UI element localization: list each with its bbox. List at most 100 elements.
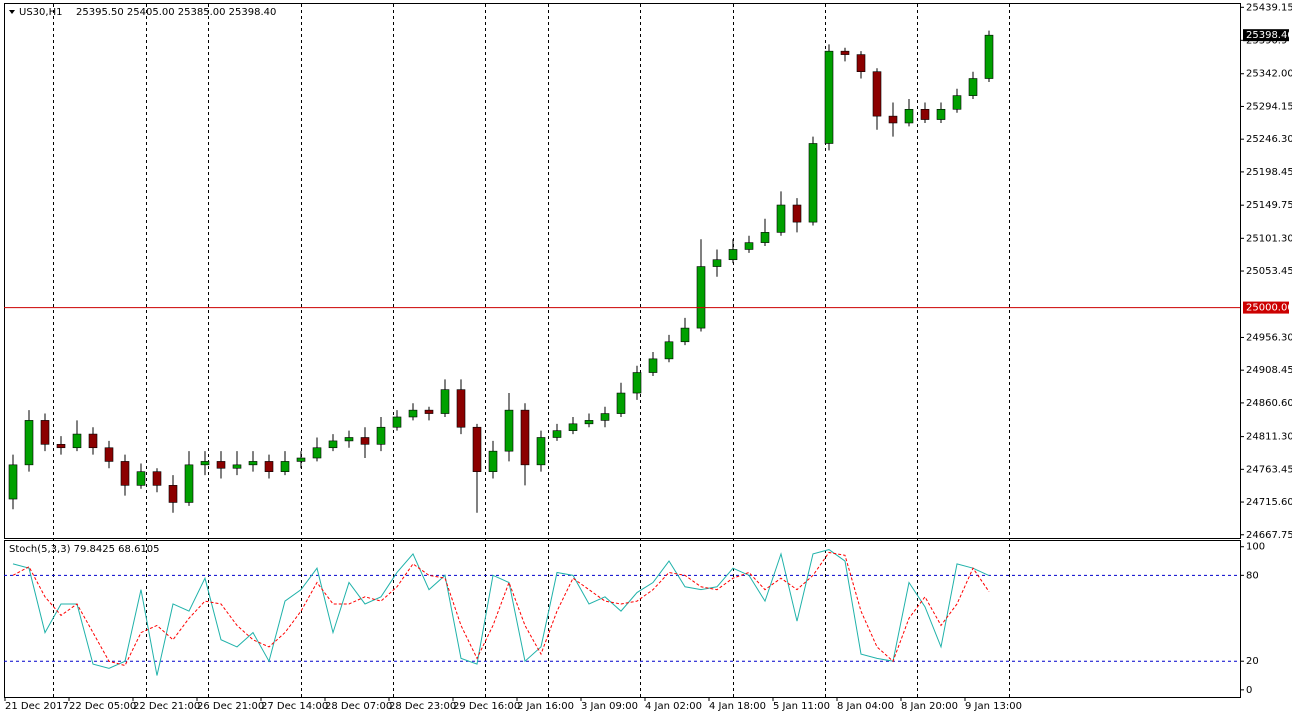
x-tick-label: 9 Jan 13:00 <box>965 701 1022 712</box>
candle-body <box>600 413 610 421</box>
candle-body <box>504 409 514 452</box>
y-tick-label: 24811.30 <box>1246 432 1292 443</box>
candle-body <box>888 115 898 124</box>
y-tick-label: 25246.30 <box>1246 134 1292 145</box>
candle-body <box>168 485 178 503</box>
candle-body <box>440 389 450 414</box>
x-tick-label: 21 Dec 2017 <box>5 701 69 712</box>
candle-body <box>696 266 706 329</box>
x-tick-label: 22 Dec 21:00 <box>133 701 200 712</box>
x-tick-label: 3 Jan 09:00 <box>581 701 638 712</box>
x-tick-label: 28 Dec 07:00 <box>325 701 392 712</box>
candle-body <box>488 450 498 472</box>
x-tick-label: 5 Jan 11:00 <box>773 701 830 712</box>
candle-body <box>392 416 402 428</box>
candle-body <box>728 249 738 261</box>
candle-body <box>296 457 306 462</box>
candle-body <box>536 437 546 466</box>
y-tick-label: 24956.30 <box>1246 332 1292 343</box>
candle-body <box>552 430 562 438</box>
stoch-panel <box>4 540 1241 698</box>
candle-body <box>680 327 690 343</box>
candle-body <box>120 461 130 486</box>
y-tick-label: 0 <box>1246 685 1252 696</box>
x-tick-label: 28 Dec 23:00 <box>389 701 456 712</box>
y-tick-label: 24667.75 <box>1246 530 1292 541</box>
candle-body <box>792 204 802 223</box>
x-tick-label: 4 Jan 18:00 <box>709 701 766 712</box>
candle-body <box>8 464 18 500</box>
y-tick-label: 24715.60 <box>1246 497 1292 508</box>
candle-body <box>472 426 482 472</box>
candle-body <box>264 461 274 472</box>
candle-body <box>824 50 834 144</box>
candle-body <box>968 78 978 96</box>
candle-body <box>200 461 210 466</box>
candle-body <box>184 464 194 503</box>
candle-body <box>152 471 162 486</box>
x-tick-label: 2 Jan 16:00 <box>517 701 574 712</box>
chart-title: US30,H1 <box>19 7 62 18</box>
candle-body <box>24 420 34 466</box>
vertical-grid <box>53 4 1010 697</box>
y-tick-label: 24763.45 <box>1246 464 1292 475</box>
y-tick-label: 24860.60 <box>1246 398 1292 409</box>
x-tick-label: 8 Jan 04:00 <box>837 701 894 712</box>
stoch-line <box>12 551 990 667</box>
candle-body <box>408 409 418 418</box>
candle-body <box>248 461 258 466</box>
candle-body <box>568 423 578 431</box>
candle-body <box>904 108 914 124</box>
y-tick-label: 25053.45 <box>1246 266 1292 277</box>
stoch-title: Stoch(5,3,3) 79.8425 68.6105 <box>9 544 160 555</box>
candle-body <box>840 50 850 55</box>
price-line-label: 25000.00 <box>1246 303 1292 314</box>
y-tick-label: 25149.75 <box>1246 200 1292 211</box>
candle-body <box>136 471 146 486</box>
candle-body <box>856 54 866 72</box>
candle-body <box>280 461 290 472</box>
candle-body <box>744 242 754 250</box>
y-tick-label: 25294.15 <box>1246 101 1292 112</box>
candle-body <box>808 143 818 223</box>
candle-body <box>104 447 114 462</box>
candle-body <box>72 433 82 449</box>
candle-body <box>920 108 930 120</box>
candle-body <box>936 108 946 120</box>
candle-body <box>88 433 98 449</box>
candle-body <box>776 204 786 233</box>
x-tick-label: 22 Dec 05:00 <box>69 701 136 712</box>
collapse-icon[interactable] <box>9 10 15 14</box>
candle-body <box>584 420 594 425</box>
y-tick-label: 25342.00 <box>1246 69 1292 80</box>
candle-body <box>360 437 370 445</box>
y-tick-label: 25101.30 <box>1246 233 1292 244</box>
candle-body <box>328 440 338 449</box>
x-tick-label: 26 Dec 21:00 <box>197 701 264 712</box>
price-line-box <box>1243 301 1289 314</box>
candle-body <box>520 409 530 466</box>
candle-body <box>648 358 658 373</box>
candle-body <box>56 444 66 449</box>
ohlc-text: 25395.50 25405.00 25385.00 25398.40 <box>76 7 276 18</box>
y-tick-label: 80 <box>1246 570 1259 581</box>
candle-body <box>952 95 962 110</box>
candle-body <box>376 426 386 445</box>
candle-body <box>712 259 722 267</box>
x-tick-label: 4 Jan 02:00 <box>645 701 702 712</box>
candle-body <box>312 447 322 459</box>
y-tick-label: 20 <box>1246 656 1259 667</box>
candle-body <box>232 464 242 469</box>
candle-body <box>40 420 50 445</box>
candle-body <box>456 389 466 428</box>
candle-body <box>424 409 434 414</box>
x-tick-label: 8 Jan 20:00 <box>901 701 958 712</box>
candle-body <box>872 71 882 117</box>
x-tick-label: 27 Dec 14:00 <box>261 701 328 712</box>
x-tick-label: 29 Dec 16:00 <box>453 701 520 712</box>
y-tick-label: 24908.45 <box>1246 365 1292 376</box>
y-tick-label: 25439.15 <box>1246 2 1292 13</box>
candle-body <box>632 372 642 394</box>
